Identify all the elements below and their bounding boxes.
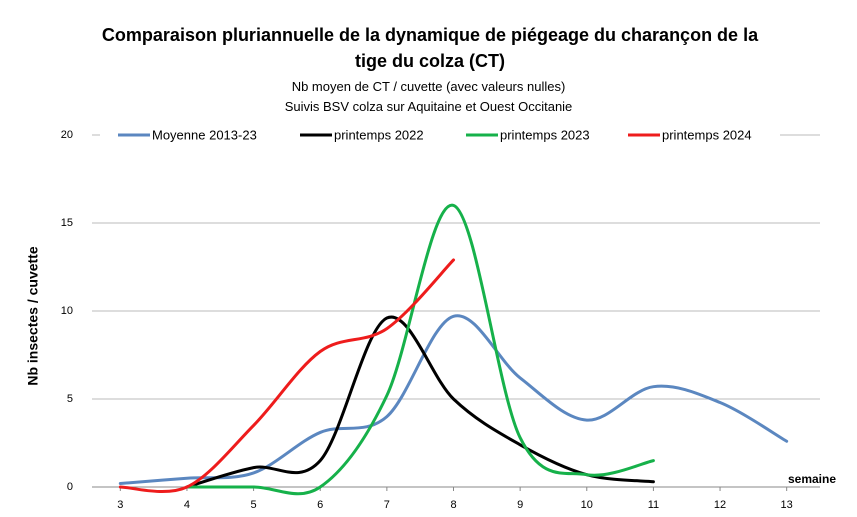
y-tick-label: 5 — [67, 393, 73, 405]
legend-label: printemps 2023 — [500, 127, 590, 142]
legend-label: printemps 2024 — [662, 127, 752, 142]
x-tick-label: 5 — [251, 499, 257, 511]
series-line — [185, 203, 655, 496]
subtitle: Nb moyen de CT / cuvette (avec valeurs n… — [291, 79, 566, 94]
x-tick-label: 7 — [384, 499, 390, 511]
y-tick-label: 20 — [61, 129, 73, 141]
series-line — [118, 258, 455, 494]
y-tick-label: 15 — [61, 217, 73, 229]
x-tick-label: 10 — [581, 499, 593, 511]
y-axis-title: Nb insectes / cuvette — [25, 246, 41, 385]
x-tick-label: 6 — [317, 499, 323, 511]
x-tick-label: 13 — [781, 499, 793, 511]
subtitle: Suivis BSV colza sur Aquitaine et Ouest … — [284, 99, 573, 114]
legend-label: printemps 2022 — [334, 127, 424, 142]
legend-label: Moyenne 2013-23 — [152, 127, 257, 142]
x-axis-title: semaine — [788, 472, 836, 486]
legend-bg — [100, 125, 780, 145]
x-tick-label: 3 — [117, 499, 123, 511]
subtitles: Nb moyen de CT / cuvette (avec valeurs n… — [0, 77, 857, 117]
series-line — [185, 315, 655, 489]
x-tick-label: 4 — [184, 499, 190, 511]
x-tick-label: 11 — [648, 499, 659, 511]
chart-title: Comparaison pluriannuelle de la dynamiqu… — [101, 25, 759, 71]
x-tick-label: 9 — [517, 499, 523, 511]
y-tick-label: 10 — [61, 305, 73, 317]
series-line — [118, 314, 789, 485]
x-tick-label: 8 — [450, 499, 456, 511]
y-tick-label: 0 — [67, 481, 73, 493]
x-tick-label: 12 — [714, 499, 726, 511]
